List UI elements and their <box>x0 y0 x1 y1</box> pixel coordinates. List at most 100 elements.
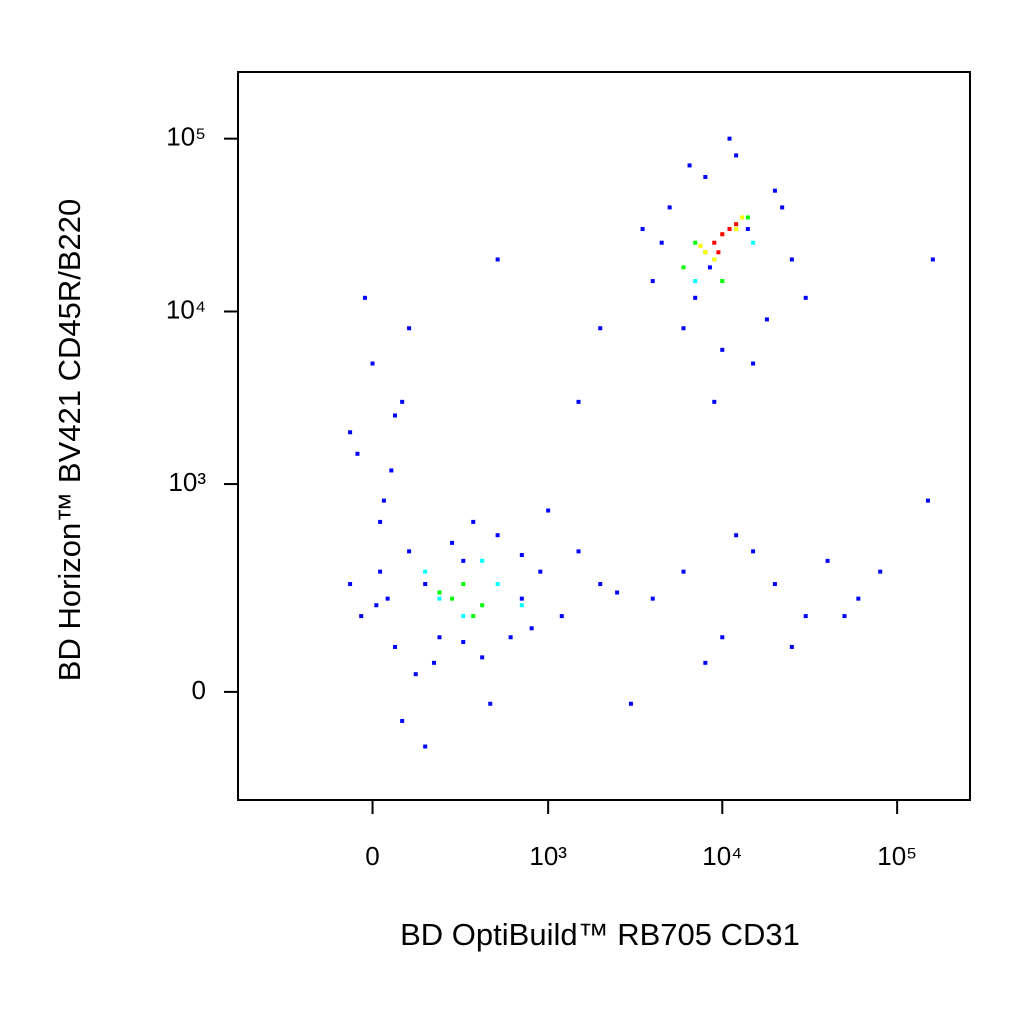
point <box>745 227 750 232</box>
point <box>423 744 428 749</box>
point <box>538 569 543 574</box>
point <box>693 295 698 300</box>
point <box>392 644 397 649</box>
point <box>751 549 756 554</box>
point <box>764 317 769 322</box>
point <box>698 243 703 248</box>
x-axis-title: BD OptiBuild™ RB705 CD31 <box>400 917 800 952</box>
point <box>667 205 672 210</box>
point <box>842 614 847 619</box>
point <box>508 635 513 640</box>
point <box>495 257 500 262</box>
point <box>437 635 442 640</box>
point <box>437 596 442 601</box>
point <box>681 326 686 331</box>
point <box>878 569 883 574</box>
point <box>519 553 524 558</box>
point <box>431 660 436 665</box>
point <box>461 640 466 645</box>
y-axis-title: BD Horizon™ BV421 CD45R/B220 <box>52 199 87 681</box>
point <box>712 399 717 404</box>
point <box>930 257 935 262</box>
point <box>378 569 383 574</box>
point <box>488 701 493 706</box>
point <box>789 257 794 262</box>
point <box>707 265 712 270</box>
point <box>628 701 633 706</box>
point <box>734 222 739 227</box>
point <box>374 603 379 608</box>
point <box>772 188 777 193</box>
point <box>355 451 360 456</box>
point <box>745 215 750 220</box>
point <box>576 549 581 554</box>
point <box>727 227 732 232</box>
point <box>400 399 405 404</box>
point <box>407 549 412 554</box>
point <box>681 569 686 574</box>
point <box>413 672 418 677</box>
point <box>392 413 397 418</box>
point <box>681 265 686 270</box>
point <box>803 295 808 300</box>
point <box>381 498 386 503</box>
point <box>727 136 732 141</box>
point <box>471 519 476 524</box>
point <box>720 279 725 284</box>
point <box>720 635 725 640</box>
point <box>385 596 390 601</box>
plot-frame <box>237 71 971 801</box>
x-tick-label: 10³ <box>529 841 567 871</box>
x-tick-label: 0 <box>365 841 379 871</box>
y-tick-label: 0 <box>192 675 206 705</box>
point <box>480 558 485 563</box>
point <box>400 718 405 723</box>
point <box>348 430 353 435</box>
point <box>362 295 367 300</box>
point <box>780 205 785 210</box>
point <box>480 655 485 660</box>
x-tick-label: 10⁴ <box>702 841 742 871</box>
point <box>423 569 428 574</box>
point <box>720 232 725 237</box>
point <box>751 240 756 245</box>
point <box>712 240 717 245</box>
point <box>519 603 524 608</box>
point <box>687 163 692 168</box>
point <box>925 498 930 503</box>
x-tick-label: 10⁵ <box>877 841 917 871</box>
point <box>519 596 524 601</box>
point <box>423 582 428 587</box>
point <box>716 250 721 255</box>
point <box>495 582 500 587</box>
point <box>650 279 655 284</box>
point <box>370 361 375 366</box>
point <box>650 596 655 601</box>
point <box>751 361 756 366</box>
point <box>659 240 664 245</box>
point <box>598 582 603 587</box>
point <box>461 558 466 563</box>
point <box>803 614 808 619</box>
point <box>407 326 412 331</box>
point <box>450 596 455 601</box>
point <box>712 257 717 262</box>
points <box>348 136 935 749</box>
point <box>495 533 500 538</box>
point <box>598 326 603 331</box>
point <box>856 596 861 601</box>
point <box>703 660 708 665</box>
point <box>640 227 645 232</box>
point <box>389 468 394 473</box>
y-tick-label: 10⁵ <box>166 122 206 152</box>
point <box>615 590 620 595</box>
point <box>734 227 739 232</box>
y-tick-label: 10³ <box>168 467 206 497</box>
point <box>461 614 466 619</box>
point <box>740 215 745 220</box>
point <box>734 153 739 158</box>
point <box>471 614 476 619</box>
point <box>359 614 364 619</box>
point <box>734 533 739 538</box>
